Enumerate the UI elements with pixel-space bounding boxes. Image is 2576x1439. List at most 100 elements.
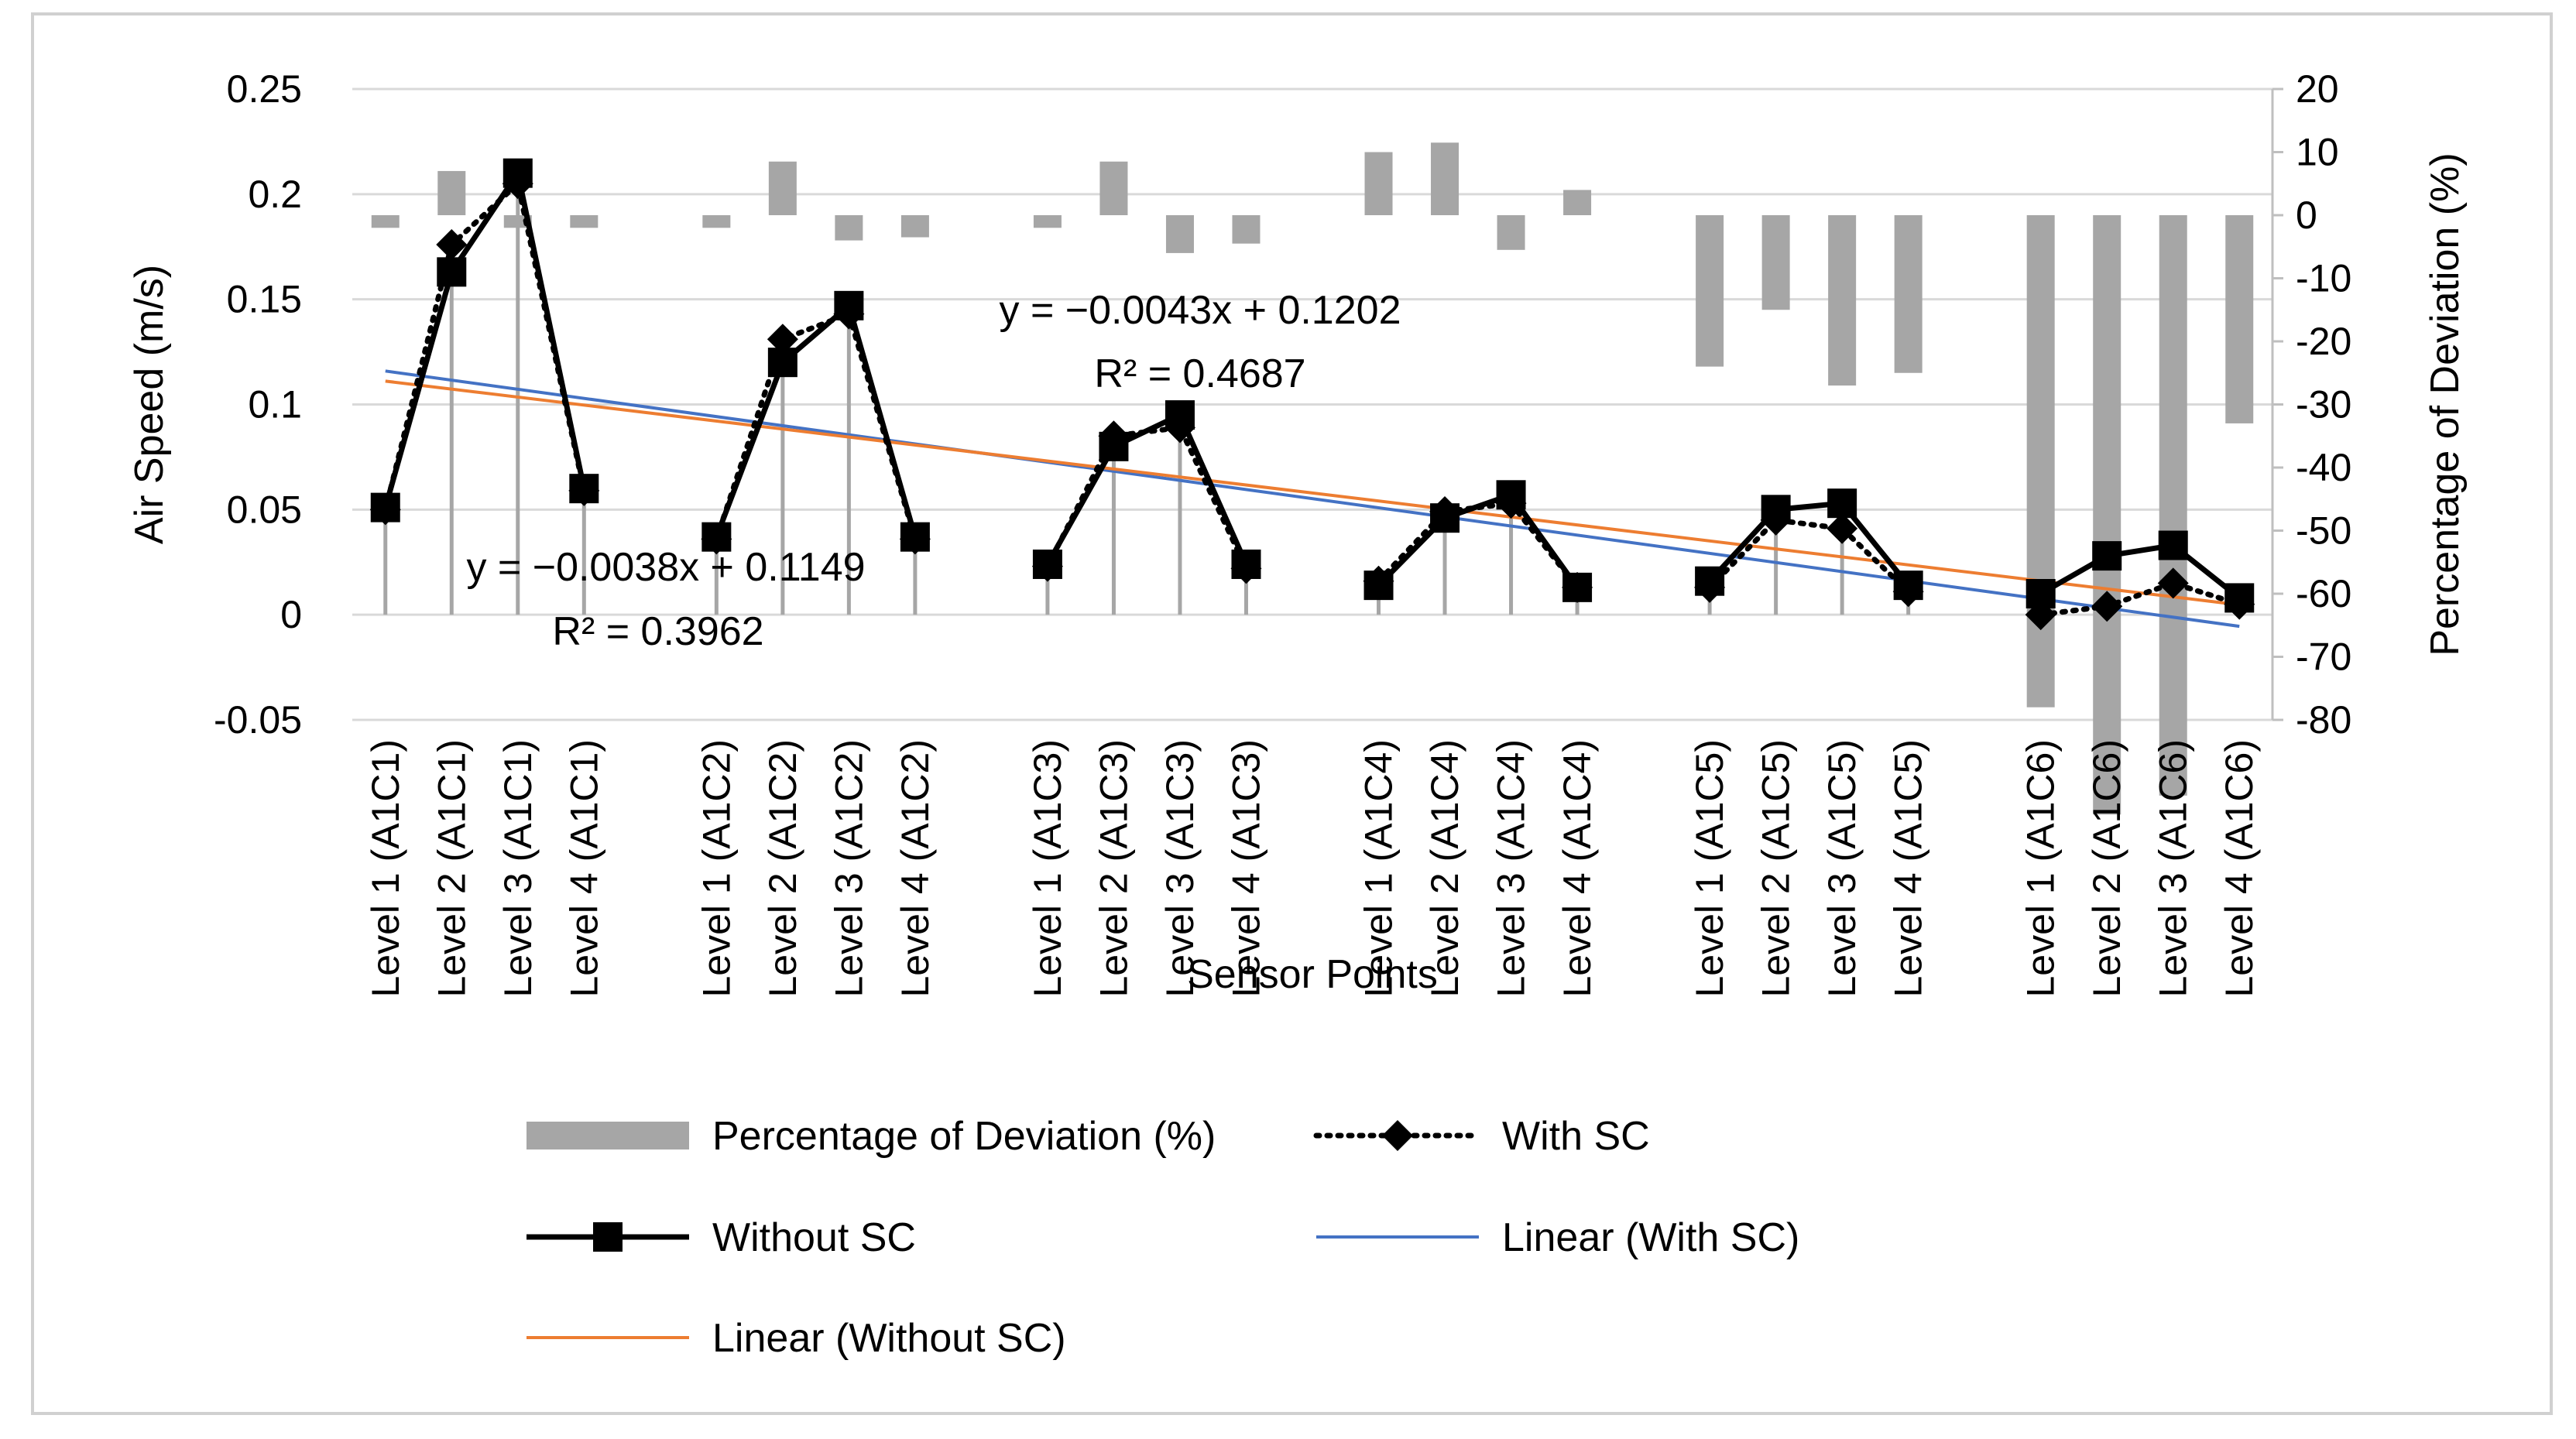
x-tick-label: Level 1 (A1C5) [1688, 739, 1731, 998]
right-tick-label: -60 [2296, 572, 2351, 615]
without-sc-point [370, 492, 400, 522]
with-sc-point [2091, 591, 2123, 622]
legend-item: Without SC [527, 1215, 916, 1260]
without-sc-point [503, 158, 533, 188]
deviation-bar [2026, 215, 2055, 708]
trendlines [385, 369, 2240, 629]
right-tick-label: -20 [2296, 320, 2351, 363]
without-sc-point [1430, 503, 1460, 533]
deviation-bar [1165, 215, 1194, 253]
without-sc-point [1032, 549, 1062, 579]
deviation-bar [437, 170, 466, 215]
without-sc-point [1231, 549, 1261, 579]
series-line [1044, 424, 1249, 571]
without-sc-point [1761, 495, 1791, 525]
legend-item: Linear (Without SC) [527, 1316, 1066, 1361]
x-tick-label: Level 4 (A1C3) [1224, 739, 1267, 998]
deviation-bar [768, 161, 797, 215]
without-sc-point [2224, 583, 2255, 613]
legend-label: With SC [1502, 1114, 1650, 1159]
deviation-bar [1894, 215, 1923, 373]
x-tick-label: Level 1 (A1C2) [695, 739, 738, 998]
without-sc-point [1827, 488, 1857, 519]
without-sc-point [900, 522, 930, 552]
without-sc-point [2092, 541, 2122, 571]
right-tick-label: -80 [2296, 698, 2351, 742]
x-tick-label: Level 3 (A1C2) [827, 739, 870, 998]
right-tick-label: 0 [2296, 194, 2317, 237]
deviation-bar [1563, 190, 1592, 215]
left-tick-label: 0 [280, 593, 302, 636]
right-tick-label: -70 [2296, 636, 2351, 679]
legend-swatch-marker [593, 1222, 623, 1252]
without-sc-point [701, 522, 732, 552]
left-axis-title: Air Speed (m/s) [127, 265, 172, 544]
series-line [1706, 500, 1912, 588]
without-sc-point [767, 348, 797, 378]
x-tick-label: Level 2 (A1C3) [1092, 739, 1135, 998]
deviation-bar [835, 215, 863, 241]
deviation-bar [1364, 152, 1393, 215]
deviation-bar [900, 215, 929, 238]
without-sc-point [1099, 431, 1129, 461]
x-tick-label: Level 2 (A1C6) [2085, 739, 2128, 998]
x-tick-label: Level 4 (A1C5) [1887, 739, 1930, 998]
deviation-bar [570, 215, 599, 228]
legend-item: With SC [1313, 1114, 1650, 1159]
x-tick-label: Level 1 (A1C6) [2019, 739, 2063, 998]
series-lines [369, 158, 2255, 631]
annotations: y = −0.0043x + 0.1202 R² = 0.4687 y = −0.0… [466, 288, 1401, 654]
deviation-bar [1033, 215, 1062, 228]
right-tick-label: 20 [2296, 67, 2339, 111]
with-sc-point [767, 324, 798, 355]
trendline-equation: y = −0.0043x + 0.1202 [1000, 288, 1401, 333]
without-sc-point [569, 474, 599, 504]
without-sc-point [1695, 566, 1725, 596]
x-tick-label: Level 1 (A1C3) [1026, 739, 1069, 998]
without-sc-point [834, 290, 864, 320]
legend-label: Linear (Without SC) [712, 1316, 1066, 1361]
left-tick-label: 0.25 [227, 67, 302, 111]
left-tick-label: 0.05 [227, 488, 302, 531]
legend-item: Linear (With SC) [1316, 1215, 1799, 1260]
series-line [382, 166, 587, 511]
without-sc-point [1496, 480, 1526, 510]
trendline [385, 369, 2240, 629]
series-line [1044, 411, 1249, 567]
legend-label: Without SC [712, 1215, 916, 1260]
x-tick-label: Level 3 (A1C3) [1158, 739, 1202, 998]
without-sc-point [1165, 400, 1195, 430]
series-line [713, 300, 918, 540]
deviation-bar [2225, 215, 2254, 423]
without-sc-point [1893, 570, 1923, 601]
x-tick-label: Level 3 (A1C4) [1490, 739, 1533, 998]
legend-label: Linear (With SC) [1502, 1215, 1799, 1260]
series-line [1376, 492, 1580, 591]
trendline-equation: R² = 0.3962 [552, 609, 763, 654]
x-tick-label: Level 3 (A1C6) [2152, 739, 2195, 998]
deviation-bar [1828, 215, 1857, 386]
right-tick-label: -30 [2296, 383, 2351, 427]
x-tick-label: Level 2 (A1C2) [761, 739, 804, 998]
series-line [2038, 542, 2242, 601]
x-tick-label: Level 2 (A1C5) [1754, 739, 1798, 998]
legend-item: Percentage of Deviation (%) [527, 1114, 1216, 1159]
without-sc-point [1562, 572, 1593, 602]
x-axis-title: Sensor Points [1187, 952, 1438, 997]
deviation-bar [1099, 161, 1128, 215]
x-tick-label: Level 4 (A1C1) [562, 739, 605, 998]
x-tick-label: Level 2 (A1C1) [430, 739, 473, 998]
with-sc-point [1827, 512, 1858, 544]
legend-swatch-marker [1382, 1120, 1413, 1151]
series-line [1706, 517, 1912, 594]
deviation-bar [1497, 215, 1525, 250]
right-tick-label: -40 [2296, 446, 2351, 489]
deviation-bar [2093, 215, 2122, 815]
x-tick-label: Level 2 (A1C4) [1423, 739, 1466, 998]
trendline-equation: y = −0.0038x + 0.1149 [466, 545, 865, 590]
x-tick-label: Level 1 (A1C4) [1357, 739, 1401, 998]
right-axis-title: Percentage of Deviation (%) [2423, 152, 2468, 656]
deviation-bar [2159, 215, 2187, 796]
left-tick-label: -0.05 [214, 698, 302, 742]
x-tick-label: Level 4 (A1C4) [1556, 739, 1599, 998]
